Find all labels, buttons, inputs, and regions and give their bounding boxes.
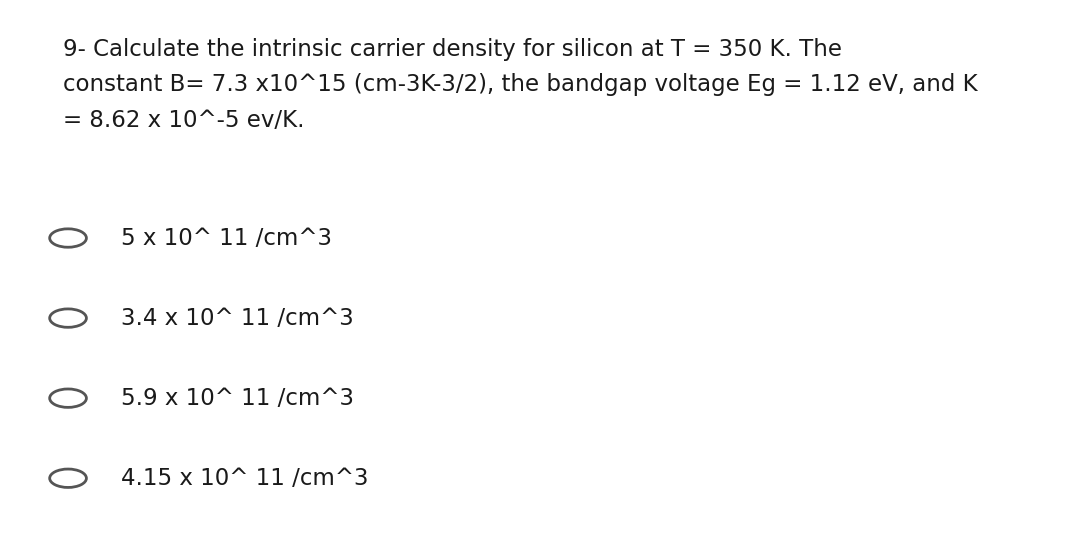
Text: 5 x 10^ 11 /cm^3: 5 x 10^ 11 /cm^3 [121, 227, 332, 249]
Text: 3.4 x 10^ 11 /cm^3: 3.4 x 10^ 11 /cm^3 [121, 307, 354, 329]
Text: 5.9 x 10^ 11 /cm^3: 5.9 x 10^ 11 /cm^3 [121, 387, 354, 410]
Text: 4.15 x 10^ 11 /cm^3: 4.15 x 10^ 11 /cm^3 [121, 467, 368, 490]
Text: 9- Calculate the intrinsic carrier density for silicon at T = 350 K. The
constan: 9- Calculate the intrinsic carrier densi… [63, 38, 977, 132]
